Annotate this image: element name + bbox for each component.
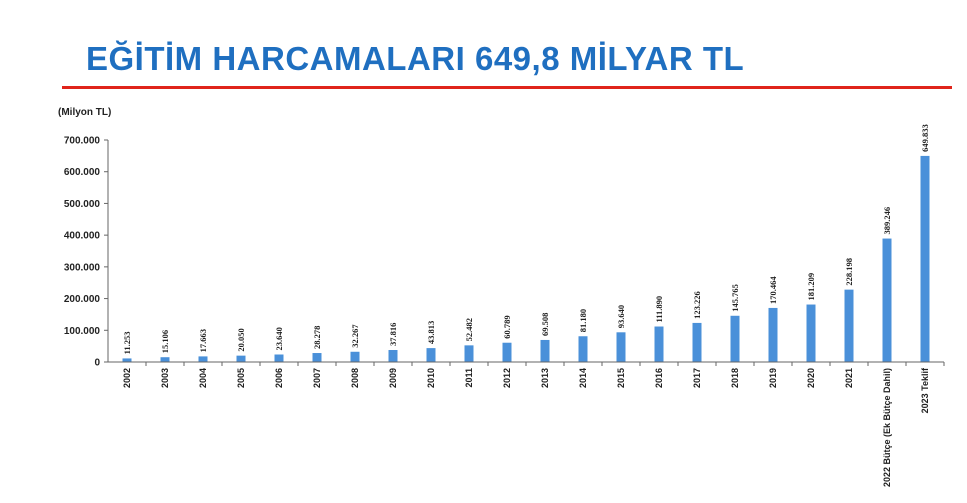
bar	[274, 354, 284, 362]
x-tick-label: 2003	[160, 368, 170, 388]
bar	[730, 315, 740, 362]
data-label: 145.765	[730, 284, 740, 312]
data-label: 111.890	[654, 296, 664, 323]
bar	[502, 342, 512, 362]
data-label: 43.813	[426, 321, 436, 344]
bar	[312, 353, 322, 362]
y-tick-label: 600.000	[64, 167, 101, 178]
y-tick-label: 500.000	[64, 199, 101, 210]
x-tick-label: 2013	[540, 368, 550, 388]
bar	[920, 155, 930, 362]
x-tick-label: 2010	[426, 368, 436, 388]
bar	[198, 356, 208, 362]
bars	[122, 155, 930, 362]
x-tick-label: 2015	[616, 368, 626, 388]
data-label: 228.198	[844, 258, 854, 286]
data-labels: 11.253 15.106 17.663 20.050 23.640 28.278 32.2…	[122, 124, 930, 354]
x-tick-label: 2005	[236, 368, 246, 388]
x-tick-label: 2008	[350, 368, 360, 388]
bar	[160, 357, 170, 362]
data-label: 28.278	[312, 326, 322, 349]
data-label: 37.816	[388, 323, 398, 346]
data-label: 11.253	[122, 332, 132, 355]
page-title: EĞİTİM HARCAMALARI 649,8 MİLYAR TL	[86, 40, 745, 77]
data-label: 17.663	[198, 329, 208, 352]
x-tick-label: 2021	[844, 368, 854, 388]
y-tick-label: 0	[94, 358, 100, 369]
x-tick-label: 2020	[806, 368, 816, 388]
data-label: 60.789	[502, 315, 512, 338]
y-tick-label: 700.000	[64, 136, 101, 147]
data-label: 170.464	[768, 276, 778, 304]
x-tick-label: 2022 Bütçe (Ek Bütçe Dahil)	[882, 368, 892, 487]
x-tick-label: 2014	[578, 368, 588, 388]
title-underline	[62, 86, 952, 89]
x-tick-label: 2023 Teklif	[920, 367, 930, 413]
y-tick-label: 400.000	[64, 231, 101, 242]
bar	[236, 355, 246, 362]
x-tick-label: 2009	[388, 368, 398, 388]
bar	[768, 307, 778, 362]
y-tick-label: 200.000	[64, 294, 101, 305]
bar	[540, 339, 550, 362]
y-tick-label: 300.000	[64, 262, 101, 273]
bar	[350, 351, 360, 362]
x-tick-label: 2019	[768, 368, 778, 388]
data-label: 389.246	[882, 207, 892, 235]
bar	[844, 289, 854, 362]
data-label: 52.482	[464, 318, 474, 341]
x-tick-label: 2018	[730, 368, 740, 388]
bar	[578, 336, 588, 362]
x-tick-label: 2004	[198, 368, 208, 388]
data-label: 181.209	[806, 273, 816, 301]
data-label: 69.508	[540, 313, 550, 336]
data-label: 93.640	[616, 305, 626, 328]
data-label: 15.106	[160, 330, 170, 353]
bar	[806, 304, 816, 362]
bar	[464, 345, 474, 362]
bar	[388, 350, 398, 362]
bar	[654, 326, 664, 362]
data-label: 32.267	[350, 324, 360, 348]
data-label: 81.180	[578, 309, 588, 332]
x-tick-label: 2002	[122, 368, 132, 388]
bar	[122, 358, 132, 362]
x-tick-label: 2012	[502, 368, 512, 388]
bar	[616, 332, 626, 362]
y-tick-label: 100.000	[64, 326, 101, 337]
x-tick-label: 2016	[654, 368, 664, 388]
data-label: 123.226	[692, 291, 702, 319]
data-label: 649.833	[920, 124, 930, 152]
bar	[882, 238, 892, 362]
x-tick-labels: 2002 2003 2004 2005 2006 2007 2008 2009 2010 2011…	[122, 362, 945, 487]
data-label: 23.640	[274, 327, 284, 350]
x-tick-label: 2006	[274, 368, 284, 388]
x-tick-label: 2017	[692, 368, 702, 388]
x-tick-label: 2011	[464, 368, 474, 388]
y-ticks: 0 100.000 200.000 300.000 400.000 500.000 600.…	[64, 136, 108, 369]
x-tick-label: 2007	[312, 368, 322, 388]
bar	[426, 348, 436, 362]
data-label: 20.050	[236, 328, 246, 351]
bar	[692, 322, 702, 362]
y-axis-label: (Milyon TL)	[58, 107, 111, 118]
